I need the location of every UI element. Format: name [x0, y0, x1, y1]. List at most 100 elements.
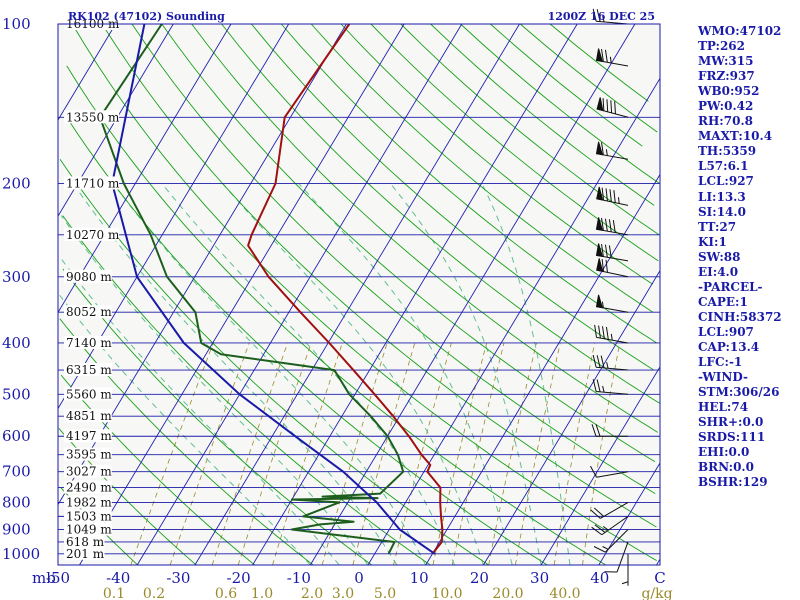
barb-full: [596, 379, 601, 392]
wind-barb: [596, 258, 629, 278]
dry-adiabat: [62, 215, 431, 566]
wind-barb: [590, 502, 629, 519]
barb-full: [594, 324, 597, 338]
station-title: RK102 (47102) Sounding: [68, 10, 225, 23]
barb-full: [606, 99, 609, 112]
barb-half: [601, 301, 604, 308]
height-label: 7140 m: [66, 336, 112, 350]
isotherm: [656, 558, 661, 566]
barb-full: [601, 243, 604, 257]
moist-adiabat: [481, 183, 571, 566]
height-label-bg: [64, 335, 112, 349]
dry-adiabat: [59, 158, 489, 566]
temperature-tick-label: -50: [46, 569, 70, 587]
dewpoint-trace: [99, 23, 405, 555]
barb-half: [609, 56, 612, 64]
height-label: 5560 m: [66, 387, 112, 401]
height-label-bg: [64, 522, 112, 536]
barb-full: [590, 465, 597, 478]
barb-full: [593, 507, 605, 517]
sounding-time: 1200Z 16 DEC 25: [548, 10, 655, 23]
barb-full: [601, 49, 604, 62]
height-label-bg: [64, 480, 112, 494]
index-item: SHR+:0.0: [698, 415, 764, 430]
index-item: STM:306/26: [698, 385, 780, 400]
isotherm: [136, 23, 463, 566]
barb-staff: [596, 471, 629, 478]
index-item: EHI:0.0: [698, 445, 750, 460]
barb-full: [590, 509, 601, 519]
height-label-bg: [64, 447, 112, 461]
barb-full: [614, 101, 616, 114]
dry-adiabat: [59, 318, 314, 566]
temperature-tick-label: C: [654, 569, 665, 587]
height-label-bg: [64, 305, 112, 319]
wind-barb: [595, 243, 629, 262]
index-item: CAP:13.4: [698, 339, 760, 354]
barb-full: [592, 354, 597, 368]
moist-adiabat: [112, 183, 427, 566]
index-item: KI:1: [698, 234, 727, 249]
barb-full: [596, 355, 601, 368]
barb-full: [602, 326, 605, 339]
isotherm: [540, 366, 661, 566]
index-item: MW:315: [698, 54, 754, 69]
dry-adiabat: [490, 23, 643, 147]
height-label-bg: [64, 534, 105, 548]
pressure-tick-label: 900: [2, 521, 31, 539]
plot-background: [58, 24, 660, 565]
temperature-tick-label: 10: [410, 569, 429, 587]
mixing-ratio-line: [272, 342, 343, 566]
barb-full: [592, 8, 597, 22]
isotherm: [367, 78, 661, 566]
barb-full: [593, 546, 606, 553]
height-label: 1982 m: [66, 495, 112, 509]
height-label: 1503 m: [66, 509, 112, 523]
barb-full: [592, 379, 597, 392]
barb-full: [594, 524, 606, 533]
wind-barb: [591, 424, 628, 437]
parcel-trace: [111, 23, 436, 555]
index-item: LI:13.3: [698, 189, 746, 204]
barb-full: [610, 100, 613, 113]
height-label: 3595 m: [66, 448, 112, 462]
height-label: 8052 m: [66, 305, 112, 319]
height-label: 9080 m: [66, 270, 112, 284]
barb-full: [608, 219, 612, 232]
barb-half: [621, 581, 629, 585]
pressure-tick-label: 100: [2, 15, 31, 33]
mixing-ratio-line: [169, 342, 250, 566]
stability-indices: WMO:47102 TP:262 MW:315 FRZ:937 WB0:952 PW:0.…: [698, 24, 782, 490]
height-label: 618 m: [66, 535, 105, 549]
height-label: 11710 m: [66, 176, 120, 190]
barb-full: [600, 355, 605, 369]
barb-full: [591, 424, 597, 437]
isotherm: [57, 23, 232, 313]
dry-adiabat: [400, 23, 660, 236]
dry-adiabat: [131, 23, 656, 494]
pressure-tick-label: 200: [2, 174, 31, 192]
height-label-bg: [64, 509, 112, 523]
barb-full: [605, 259, 608, 273]
barb-half: [602, 385, 605, 393]
height-label: 3027 m: [66, 465, 112, 479]
barb-half: [605, 149, 608, 156]
barb-full: [604, 244, 608, 258]
pressure-unit-label: mb: [32, 569, 56, 587]
dry-adiabat: [191, 23, 658, 433]
height-label-bg: [64, 429, 112, 443]
wind-barb: [595, 294, 629, 313]
index-item: WB0:952: [698, 84, 760, 99]
height-label: 201 m: [66, 547, 105, 561]
barb-full: [601, 258, 605, 272]
barb-flag: [596, 97, 604, 112]
isotherm: [194, 23, 520, 566]
wind-barb: [591, 515, 629, 536]
barb-full: [601, 187, 605, 201]
index-item: -WIND-: [698, 370, 748, 385]
index-item: LCL:927: [698, 174, 754, 189]
isotherm: [309, 23, 636, 566]
height-label-bg: [64, 495, 112, 509]
index-item: MAXT:10.4: [698, 129, 773, 144]
